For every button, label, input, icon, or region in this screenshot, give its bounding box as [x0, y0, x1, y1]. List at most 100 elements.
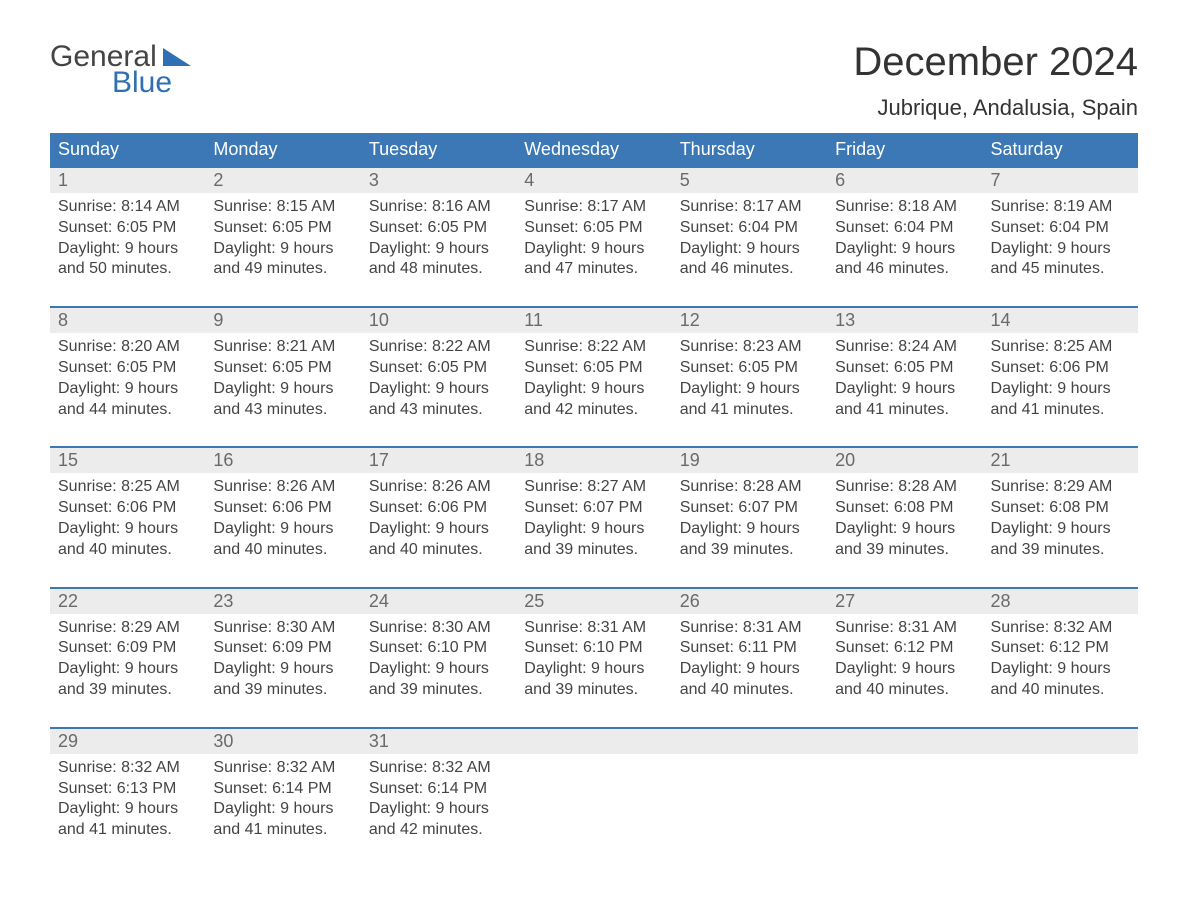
- daylight-line: Daylight: 9 hours and 39 minutes.: [369, 659, 508, 701]
- sunset-line: Sunset: 6:06 PM: [58, 498, 197, 519]
- day-number: 13: [827, 308, 982, 333]
- daylight-line: Daylight: 9 hours and 39 minutes.: [524, 519, 663, 561]
- sunset-line: Sunset: 6:05 PM: [213, 218, 352, 239]
- daylight-line: Daylight: 9 hours and 46 minutes.: [835, 239, 974, 281]
- sunrise-line: Sunrise: 8:22 AM: [369, 337, 508, 358]
- sunrise-line: Sunrise: 8:28 AM: [835, 477, 974, 498]
- calendar-day: 25Sunrise: 8:31 AMSunset: 6:10 PMDayligh…: [516, 589, 671, 707]
- calendar-day: 20Sunrise: 8:28 AMSunset: 6:08 PMDayligh…: [827, 448, 982, 566]
- sunset-line: Sunset: 6:06 PM: [213, 498, 352, 519]
- calendar-day: 13Sunrise: 8:24 AMSunset: 6:05 PMDayligh…: [827, 308, 982, 426]
- calendar-day: 21Sunrise: 8:29 AMSunset: 6:08 PMDayligh…: [983, 448, 1138, 566]
- daylight-line: Daylight: 9 hours and 50 minutes.: [58, 239, 197, 281]
- day-number: 8: [50, 308, 205, 333]
- sunrise-line: Sunrise: 8:30 AM: [369, 618, 508, 639]
- sunset-line: Sunset: 6:10 PM: [369, 638, 508, 659]
- daylight-line: Daylight: 9 hours and 48 minutes.: [369, 239, 508, 281]
- sunrise-line: Sunrise: 8:18 AM: [835, 197, 974, 218]
- calendar-day: 4Sunrise: 8:17 AMSunset: 6:05 PMDaylight…: [516, 168, 671, 286]
- day-number: 26: [672, 589, 827, 614]
- sunset-line: Sunset: 6:04 PM: [680, 218, 819, 239]
- calendar-day: 24 Sunrise: 8:30 AMSunset: 6:10 PMDayligh…: [361, 589, 516, 707]
- day-number: 25: [516, 589, 671, 614]
- calendar-day: [827, 729, 982, 847]
- day-number: 11: [516, 308, 671, 333]
- brand-logo: General Blue: [50, 40, 191, 100]
- calendar-week: 1Sunrise: 8:14 AMSunset: 6:05 PMDaylight…: [50, 166, 1138, 286]
- daylight-line: Daylight: 9 hours and 41 minutes.: [991, 379, 1130, 421]
- daylight-line: Daylight: 9 hours and 40 minutes.: [369, 519, 508, 561]
- day-number: 10: [361, 308, 516, 333]
- daylight-line: Daylight: 9 hours and 40 minutes.: [991, 659, 1130, 701]
- day-details: Sunrise: 8:32 AMSunset: 6:12 PMDaylight:…: [983, 614, 1138, 707]
- day-number: 18: [516, 448, 671, 473]
- calendar-day: 17Sunrise: 8:26 AMSunset: 6:06 PMDayligh…: [361, 448, 516, 566]
- calendar-day: [672, 729, 827, 847]
- daylight-line: Daylight: 9 hours and 39 minutes.: [680, 519, 819, 561]
- sunset-line: Sunset: 6:08 PM: [835, 498, 974, 519]
- day-details: Sunrise: 8:18 AMSunset: 6:04 PMDaylight:…: [827, 193, 982, 286]
- month-title: December 2024: [853, 40, 1138, 85]
- day-number: 24: [361, 589, 516, 614]
- calendar-day: 7Sunrise: 8:19 AMSunset: 6:04 PMDaylight…: [983, 168, 1138, 286]
- day-details: Sunrise: 8:25 AMSunset: 6:06 PMDaylight:…: [983, 333, 1138, 426]
- daylight-line: Daylight: 9 hours and 44 minutes.: [58, 379, 197, 421]
- calendar: SundayMondayTuesdayWednesdayThursdayFrid…: [50, 133, 1138, 847]
- day-details: Sunrise: 8:16 AMSunset: 6:05 PMDaylight:…: [361, 193, 516, 286]
- daylight-line: Daylight: 9 hours and 41 minutes.: [680, 379, 819, 421]
- sunset-line: Sunset: 6:05 PM: [524, 358, 663, 379]
- day-number: 9: [205, 308, 360, 333]
- day-number: 17: [361, 448, 516, 473]
- day-number: 7: [983, 168, 1138, 193]
- day-number: 16: [205, 448, 360, 473]
- sunset-line: Sunset: 6:14 PM: [213, 779, 352, 800]
- day-of-week-label: Monday: [205, 133, 360, 166]
- sunrise-line: Sunrise: 8:28 AM: [680, 477, 819, 498]
- sunset-line: Sunset: 6:12 PM: [991, 638, 1130, 659]
- calendar-day: 3Sunrise: 8:16 AMSunset: 6:05 PMDaylight…: [361, 168, 516, 286]
- day-of-week-label: Saturday: [983, 133, 1138, 166]
- sunrise-line: Sunrise: 8:14 AM: [58, 197, 197, 218]
- day-of-week-label: Sunday: [50, 133, 205, 166]
- sunrise-line: Sunrise: 8:32 AM: [58, 758, 197, 779]
- day-details: Sunrise: 8:22 AMSunset: 6:05 PMDaylight:…: [361, 333, 516, 426]
- sunset-line: Sunset: 6:07 PM: [680, 498, 819, 519]
- day-details: Sunrise: 8:30 AMSunset: 6:09 PMDaylight:…: [205, 614, 360, 707]
- daylight-line: Daylight: 9 hours and 41 minutes.: [213, 799, 352, 841]
- day-details: Sunrise: 8:32 AMSunset: 6:13 PMDaylight:…: [50, 754, 205, 847]
- sunrise-line: Sunrise: 8:25 AM: [58, 477, 197, 498]
- calendar-day: 16Sunrise: 8:26 AMSunset: 6:06 PMDayligh…: [205, 448, 360, 566]
- sunset-line: Sunset: 6:05 PM: [680, 358, 819, 379]
- sunset-line: Sunset: 6:13 PM: [58, 779, 197, 800]
- day-number: 28: [983, 589, 1138, 614]
- sunset-line: Sunset: 6:05 PM: [58, 218, 197, 239]
- sunrise-line: Sunrise: 8:26 AM: [369, 477, 508, 498]
- sunrise-line: Sunrise: 8:27 AM: [524, 477, 663, 498]
- sunrise-line: Sunrise: 8:31 AM: [835, 618, 974, 639]
- day-number: 1: [50, 168, 205, 193]
- daylight-line: Daylight: 9 hours and 40 minutes.: [680, 659, 819, 701]
- daylight-line: Daylight: 9 hours and 40 minutes.: [835, 659, 974, 701]
- day-details: Sunrise: 8:26 AMSunset: 6:06 PMDaylight:…: [361, 473, 516, 566]
- day-details: Sunrise: 8:26 AMSunset: 6:06 PMDaylight:…: [205, 473, 360, 566]
- daylight-line: Daylight: 9 hours and 40 minutes.: [213, 519, 352, 561]
- day-details: Sunrise: 8:31 AMSunset: 6:11 PMDaylight:…: [672, 614, 827, 707]
- day-of-week-label: Wednesday: [516, 133, 671, 166]
- sunset-line: Sunset: 6:05 PM: [369, 218, 508, 239]
- sunset-line: Sunset: 6:10 PM: [524, 638, 663, 659]
- calendar-day: 15Sunrise: 8:25 AMSunset: 6:06 PMDayligh…: [50, 448, 205, 566]
- calendar-day: 8Sunrise: 8:20 AMSunset: 6:05 PMDaylight…: [50, 308, 205, 426]
- sunset-line: Sunset: 6:09 PM: [213, 638, 352, 659]
- sunrise-line: Sunrise: 8:31 AM: [680, 618, 819, 639]
- sunrise-line: Sunrise: 8:19 AM: [991, 197, 1130, 218]
- sunrise-line: Sunrise: 8:15 AM: [213, 197, 352, 218]
- sunset-line: Sunset: 6:11 PM: [680, 638, 819, 659]
- daylight-line: Daylight: 9 hours and 43 minutes.: [369, 379, 508, 421]
- daylight-line: Daylight: 9 hours and 42 minutes.: [524, 379, 663, 421]
- day-details: Sunrise: 8:29 AMSunset: 6:09 PMDaylight:…: [50, 614, 205, 707]
- calendar-day: 30Sunrise: 8:32 AMSunset: 6:14 PMDayligh…: [205, 729, 360, 847]
- sunrise-line: Sunrise: 8:32 AM: [991, 618, 1130, 639]
- sunrise-line: Sunrise: 8:24 AM: [835, 337, 974, 358]
- sunrise-line: Sunrise: 8:20 AM: [58, 337, 197, 358]
- sunrise-line: Sunrise: 8:26 AM: [213, 477, 352, 498]
